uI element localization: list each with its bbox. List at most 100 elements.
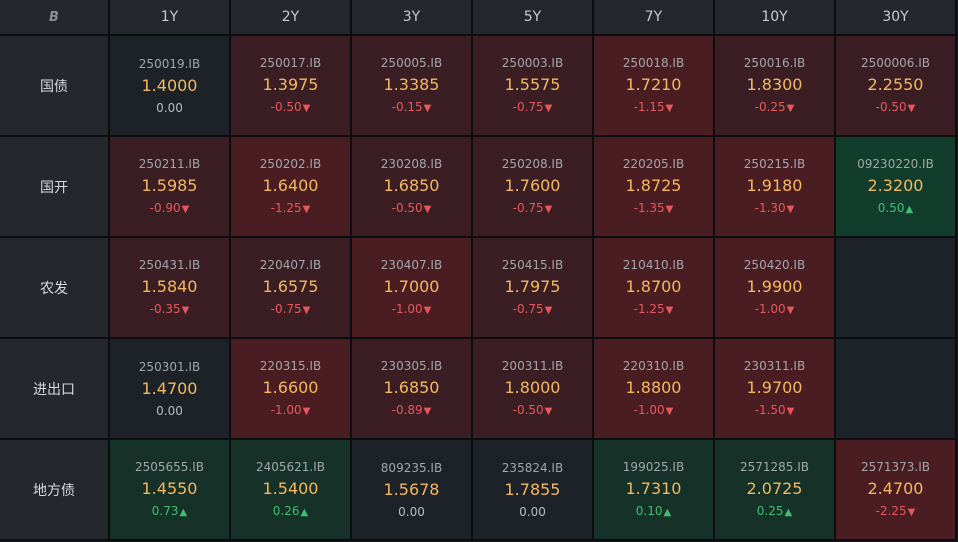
change-value: 0.00 [156, 403, 183, 418]
bond-code: 220205.IB [622, 156, 685, 171]
bond-code: 250301.IB [138, 359, 201, 374]
quote-cell[interactable]: 2500006.IB 2.2550 -0.50▼ [836, 36, 957, 137]
triangle-up-icon: ▲ [179, 506, 188, 518]
bond-code: 200311.IB [501, 358, 564, 373]
tenor-header-30y[interactable]: 30Y [836, 0, 957, 36]
quote-cell[interactable]: 250016.IB 1.8300 -0.25▼ [715, 36, 836, 137]
bond-yield: 1.5400 [262, 478, 319, 498]
quote-cell[interactable]: 2571373.IB 2.4700 -2.25▼ [836, 440, 957, 541]
quote-cell[interactable]: 2405621.IB 1.5400 0.26▲ [231, 440, 352, 541]
change-value: -0.89 [391, 402, 423, 417]
change-value: -1.35 [633, 200, 665, 215]
triangle-down-icon: ▼ [423, 405, 432, 417]
bond-code: 250017.IB [259, 55, 322, 70]
quote-cell[interactable]: 220315.IB 1.6600 -1.00▼ [231, 339, 352, 440]
quote-cell[interactable]: 235824.IB 1.7855 0.00 [473, 440, 594, 541]
bond-yield: 2.3200 [867, 175, 924, 195]
yield-change: 0.26▲ [273, 503, 308, 521]
bond-yield: 1.5840 [141, 276, 198, 296]
change-value: -0.75 [512, 301, 544, 316]
bond-yield: 1.6575 [262, 276, 319, 296]
triangle-down-icon: ▼ [181, 203, 190, 215]
quote-cell[interactable]: 230311.IB 1.9700 -1.50▼ [715, 339, 836, 440]
change-value: 0.00 [156, 100, 183, 115]
triangle-down-icon: ▼ [665, 102, 674, 114]
change-value: 0.00 [519, 504, 546, 519]
yield-change: 0.00 [156, 100, 183, 116]
row-label: 进出口 [0, 339, 110, 440]
bond-code: 230305.IB [380, 358, 443, 373]
change-value: -1.00 [754, 301, 786, 316]
change-value: -1.00 [633, 402, 665, 417]
bond-code: 250202.IB [259, 156, 322, 171]
yield-change: -0.90▼ [150, 200, 190, 218]
quote-cell[interactable]: 809235.IB 1.5678 0.00 [352, 440, 473, 541]
quote-cell[interactable]: 210410.IB 1.8700 -1.25▼ [594, 238, 715, 339]
quote-cell[interactable]: 220407.IB 1.6575 -0.75▼ [231, 238, 352, 339]
triangle-down-icon: ▼ [302, 405, 311, 417]
change-value: 0.00 [398, 504, 425, 519]
change-value: -2.25 [875, 503, 907, 518]
bond-code: 210410.IB [622, 257, 685, 272]
tenor-header-7y[interactable]: 7Y [594, 0, 715, 36]
quote-cell[interactable]: 09230220.IB 2.3200 0.50▲ [836, 137, 957, 238]
triangle-down-icon: ▼ [665, 203, 674, 215]
quote-cell[interactable]: 250431.IB 1.5840 -0.35▼ [110, 238, 231, 339]
bond-yield: 1.7310 [625, 478, 682, 498]
tenor-header-5y[interactable]: 5Y [473, 0, 594, 36]
yield-change: 0.25▲ [757, 503, 792, 521]
quote-cell[interactable]: 250202.IB 1.6400 -1.25▼ [231, 137, 352, 238]
quote-cell[interactable]: 250415.IB 1.7975 -0.75▼ [473, 238, 594, 339]
quote-cell[interactable]: 250017.IB 1.3975 -0.50▼ [231, 36, 352, 137]
tenor-header-2y[interactable]: 2Y [231, 0, 352, 36]
row-label: 国开 [0, 137, 110, 238]
tenor-header-1y[interactable]: 1Y [110, 0, 231, 36]
bond-code: 250431.IB [138, 257, 201, 272]
quote-cell[interactable]: 199025.IB 1.7310 0.10▲ [594, 440, 715, 541]
bond-code: 2405621.IB [255, 459, 326, 474]
yield-change: -0.15▼ [392, 99, 432, 117]
quote-cell[interactable]: 200311.IB 1.8000 -0.50▼ [473, 339, 594, 440]
quote-cell[interactable]: 230407.IB 1.7000 -1.00▼ [352, 238, 473, 339]
bond-yield: 1.6850 [383, 175, 440, 195]
quote-cell[interactable]: 250005.IB 1.3385 -0.15▼ [352, 36, 473, 137]
row-label: 国债 [0, 36, 110, 137]
empty-quote-cell [836, 238, 957, 339]
bond-yield: 1.4000 [141, 75, 198, 95]
quote-cell[interactable]: 250003.IB 1.5575 -0.75▼ [473, 36, 594, 137]
bond-yield: 1.7600 [504, 175, 561, 195]
tenor-header-10y[interactable]: 10Y [715, 0, 836, 36]
quote-cell[interactable]: 250019.IB 1.4000 0.00 [110, 36, 231, 137]
change-value: -1.25 [270, 200, 302, 215]
bond-yield: 1.5985 [141, 175, 198, 195]
quote-cell[interactable]: 250018.IB 1.7210 -1.15▼ [594, 36, 715, 137]
change-value: -0.50 [270, 99, 302, 114]
triangle-down-icon: ▼ [302, 203, 311, 215]
quote-cell[interactable]: 230208.IB 1.6850 -0.50▼ [352, 137, 473, 238]
bond-code: 220310.IB [622, 358, 685, 373]
quote-cell[interactable]: 220310.IB 1.8800 -1.00▼ [594, 339, 715, 440]
change-value: -1.25 [633, 301, 665, 316]
yield-change: -0.89▼ [392, 402, 432, 420]
tenor-header-3y[interactable]: 3Y [352, 0, 473, 36]
triangle-down-icon: ▼ [423, 203, 432, 215]
yield-change: -1.50▼ [755, 402, 795, 420]
bond-yield: 1.9700 [746, 377, 803, 397]
quote-cell[interactable]: 250420.IB 1.9900 -1.00▼ [715, 238, 836, 339]
yield-change: -0.50▼ [271, 99, 311, 117]
yield-change: -0.50▼ [876, 99, 916, 117]
quote-cell[interactable]: 250301.IB 1.4700 0.00 [110, 339, 231, 440]
quote-cell[interactable]: 250215.IB 1.9180 -1.30▼ [715, 137, 836, 238]
bond-code: 250208.IB [501, 156, 564, 171]
quote-cell[interactable]: 2571285.IB 2.0725 0.25▲ [715, 440, 836, 541]
change-value: -1.15 [633, 99, 665, 114]
quote-cell[interactable]: 2505655.IB 1.4550 0.73▲ [110, 440, 231, 541]
yield-change: -0.50▼ [513, 402, 553, 420]
quote-cell[interactable]: 220205.IB 1.8725 -1.35▼ [594, 137, 715, 238]
change-value: -0.50 [875, 99, 907, 114]
triangle-down-icon: ▼ [181, 304, 190, 316]
quote-cell[interactable]: 250208.IB 1.7600 -0.75▼ [473, 137, 594, 238]
quote-cell[interactable]: 230305.IB 1.6850 -0.89▼ [352, 339, 473, 440]
yield-change: -1.00▼ [755, 301, 795, 319]
quote-cell[interactable]: 250211.IB 1.5985 -0.90▼ [110, 137, 231, 238]
